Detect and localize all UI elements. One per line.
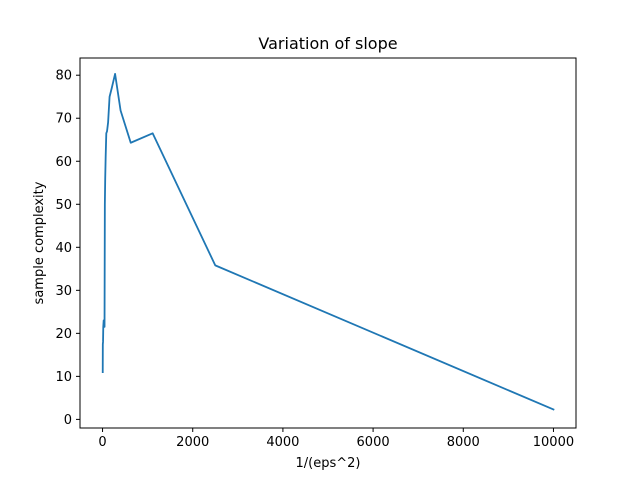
x-axis-label: 1/(eps^2) — [296, 456, 361, 471]
plot-area-frame — [79, 57, 577, 429]
y-tick-label: 0 — [64, 413, 72, 428]
x-tick-label: 8000 — [447, 435, 480, 450]
y-tick-label: 50 — [55, 198, 72, 213]
series-line — [101, 73, 555, 411]
x-tick-label: 10000 — [533, 435, 574, 450]
y-tick-label: 70 — [55, 112, 72, 127]
y-axis-ticks: 0 10 20 30 40 50 60 70 80 — [55, 69, 80, 428]
y-tick-label: 60 — [55, 155, 72, 170]
x-tick-label: 0 — [98, 435, 106, 450]
y-tick-label: 20 — [55, 327, 72, 342]
series-layer — [101, 73, 555, 411]
x-tick-label: 6000 — [357, 435, 390, 450]
y-tick-label: 40 — [55, 241, 72, 256]
y-axis-label: sample complexity — [32, 181, 47, 304]
x-tick-label: 4000 — [266, 435, 299, 450]
y-tick-label: 80 — [55, 69, 72, 84]
chart-title: Variation of slope — [258, 34, 397, 53]
y-tick-label: 30 — [55, 284, 72, 299]
x-axis-ticks: 0 2000 4000 6000 8000 10000 — [98, 428, 574, 450]
x-tick-label: 2000 — [176, 435, 209, 450]
y-tick-label: 10 — [55, 370, 72, 385]
